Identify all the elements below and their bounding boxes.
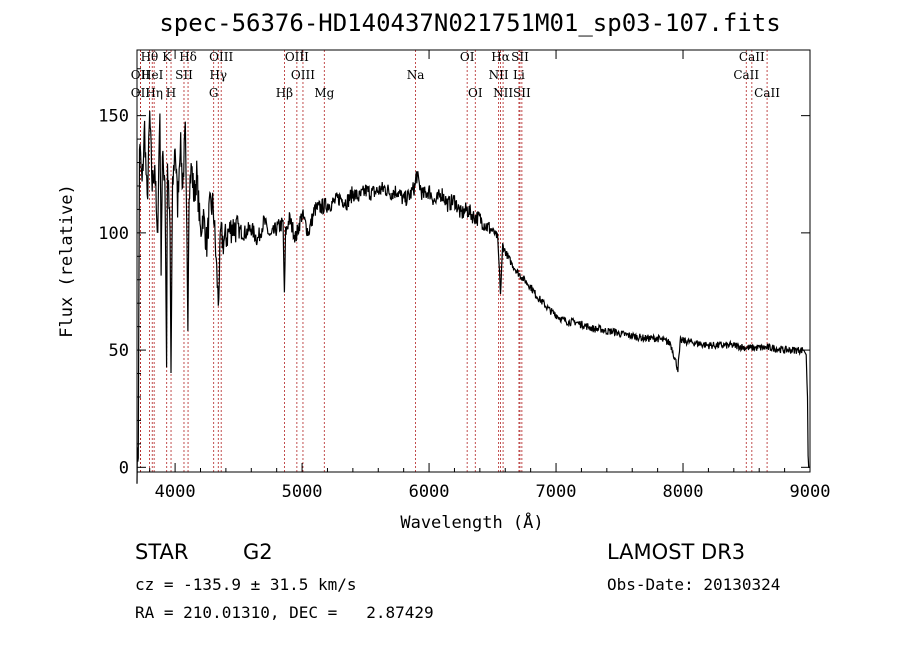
plot-frame — [136, 49, 811, 473]
line-label: OIII — [285, 50, 309, 64]
line-label: Li — [513, 68, 525, 82]
line-label: Hη — [145, 86, 163, 100]
y-tick-label: 50 — [109, 341, 129, 361]
line-label: OII — [131, 86, 151, 100]
spectrum-line — [136, 110, 810, 484]
velocity-readout: cz = -135.9 ± 31.5 km/s — [135, 575, 357, 594]
line-label: G — [209, 86, 219, 100]
emission-line-markers — [140, 50, 768, 472]
y-tick-label: 150 — [98, 107, 129, 127]
x-tick-label: 4000 — [155, 482, 196, 502]
subclass: G2 — [243, 540, 273, 564]
line-label: SII — [511, 50, 529, 64]
x-axis: 4000 5000 6000 7000 8000 9000 — [149, 50, 831, 502]
line-label: Na — [407, 68, 425, 82]
line-label: Hδ — [179, 50, 197, 64]
line-label: Mg — [314, 86, 334, 100]
line-label: SII — [175, 68, 193, 82]
coordinates-readout: RA = 210.01310, DEC = 2.87429 — [135, 603, 434, 622]
x-axis-label: Wavelength (Å) — [400, 511, 543, 533]
x-tick-label: 5000 — [282, 482, 323, 502]
chart-title: spec-56376-HD140437N021751M01_sp03-107.f… — [159, 9, 780, 37]
line-label: CaII — [739, 50, 765, 64]
y-tick-label: 0 — [119, 458, 129, 478]
line-label: Hγ — [209, 68, 227, 82]
line-label: HeI — [141, 68, 164, 82]
line-label: SII — [513, 86, 531, 100]
x-tick-label: 9000 — [790, 482, 831, 502]
y-axis: 0 50 100 150 — [98, 68, 810, 478]
line-label: K — [162, 50, 172, 64]
line-label: H — [166, 86, 176, 100]
line-label: CaII — [733, 68, 759, 82]
y-axis-label: Flux (relative) — [57, 184, 77, 338]
object-type: STAR — [135, 540, 189, 564]
observation-date: Obs-Date: 20130324 — [607, 575, 781, 594]
x-tick-label: 7000 — [536, 482, 577, 502]
y-tick-label: 100 — [98, 224, 129, 244]
line-label: Hβ — [276, 86, 293, 100]
line-label: OIII — [209, 50, 233, 64]
line-label: OI — [460, 50, 475, 64]
line-label: OII — [131, 68, 151, 82]
survey-name: LAMOST DR3 — [607, 540, 746, 564]
line-label: Hθ — [141, 50, 159, 64]
x-tick-label: 6000 — [409, 482, 450, 502]
line-label: NII — [493, 86, 513, 100]
line-label: Hα — [491, 50, 510, 64]
x-tick-label: 8000 — [663, 482, 704, 502]
line-label: OIII — [291, 68, 315, 82]
line-label: NII — [489, 68, 509, 82]
line-label: OI — [468, 86, 483, 100]
line-label: CaII — [754, 86, 780, 100]
